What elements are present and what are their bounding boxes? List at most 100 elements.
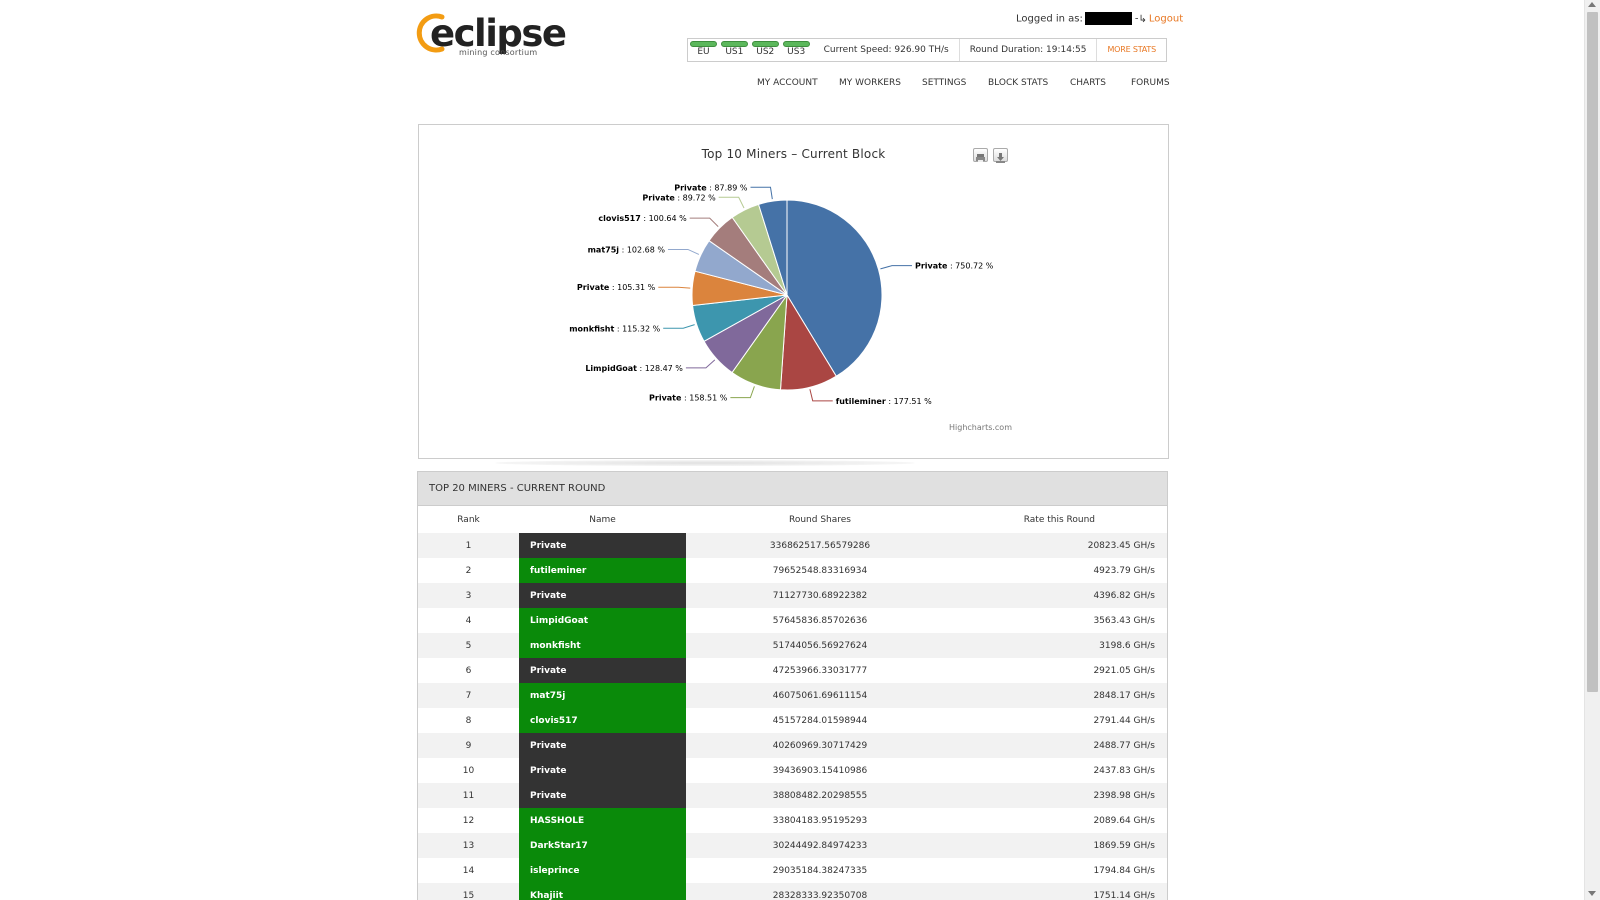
- nav-settings[interactable]: SETTINGS: [922, 78, 967, 88]
- pie-data-label: Private : 89.72 %: [642, 193, 716, 202]
- logo-swoosh-icon: [416, 13, 445, 53]
- miner-name-cell: Private: [519, 658, 686, 683]
- pie-data-label: clovis517 : 100.64 %: [598, 214, 687, 223]
- logo-subtitle: mining consortium: [459, 48, 538, 57]
- pie-label-value: : 750.72 %: [950, 262, 994, 271]
- pie-label-name: mat75j: [588, 245, 620, 254]
- table-row: 13 DarkStar17 30244492.84974233 1869.59 GH/…: [418, 833, 1167, 858]
- rate-cell: 3198.6 GH/s: [954, 633, 1167, 658]
- col-rate-header: Rate this Round: [1023, 514, 1095, 525]
- col-rank-header: Rank: [457, 514, 480, 525]
- round-shares-cell: 30244492.84974233: [686, 833, 954, 858]
- round-duration: Round Duration: 19:14:55: [958, 39, 1097, 61]
- rate-cell: 2848.17 GH/s: [954, 683, 1167, 708]
- chart-credits[interactable]: Highcharts.com: [949, 423, 1012, 432]
- region-eu: EU: [688, 39, 719, 61]
- pie-data-label: Private : 87.89 %: [674, 183, 748, 192]
- nav-charts[interactable]: CHARTS: [1070, 78, 1107, 88]
- table-row: 12 HASSHOLE 33804183.95195293 2089.64 GH/s: [418, 808, 1167, 833]
- rate-cell: 4396.82 GH/s: [954, 583, 1167, 608]
- eclipse-logo[interactable]: eclipse mining consortium: [416, 12, 567, 62]
- miners-table: Rank Name Round Shares Rate this Round 1…: [418, 506, 1167, 900]
- region-status-bar: [690, 41, 717, 47]
- nav-my-workers[interactable]: MY WORKERS: [839, 78, 901, 88]
- nav-forums[interactable]: FORUMS: [1131, 78, 1170, 88]
- rank-cell: 13: [418, 833, 519, 858]
- pie-label-value: : 128.47 %: [640, 364, 684, 373]
- export-chart-button[interactable]: [993, 148, 1008, 163]
- rate-cell: 2791.44 GH/s: [954, 708, 1167, 733]
- table-row: 1 Private 336862517.56579286 20823.45 GH/s: [418, 533, 1167, 558]
- miner-name-cell: monkfisht: [519, 633, 686, 658]
- pie-label-name: LimpidGoat: [585, 364, 637, 373]
- logout-link[interactable]: Logout: [1148, 13, 1184, 25]
- miner-name-cell: HASSHOLE: [519, 808, 686, 833]
- rank-cell: 6: [418, 658, 519, 683]
- round-shares-cell: 40260969.30717429: [686, 733, 954, 758]
- miner-name-cell: Private: [519, 758, 686, 783]
- pie-label-value: : 115.32 %: [617, 324, 661, 333]
- pie-label-connector: [663, 324, 695, 329]
- rate-cell: 2398.98 GH/s: [954, 783, 1167, 808]
- table-row: 2 futileminer 79652548.83316934 4923.79 GH/…: [418, 558, 1167, 583]
- col-shares-header: Round Shares: [789, 514, 851, 525]
- pie-label-connector: [658, 286, 691, 289]
- scroll-down-arrow-icon[interactable]: [1588, 891, 1596, 896]
- more-stats-link[interactable]: MORE STATS: [1096, 39, 1166, 61]
- pool-status-bar: EU US1 US2 US3 Current Speed: 926.90 TH/…: [687, 38, 1167, 62]
- pie-label-name: Private: [577, 283, 610, 292]
- nav-my-account[interactable]: MY ACCOUNT: [757, 78, 818, 88]
- logged-in-label: Logged in as:: [1016, 13, 1083, 25]
- nav-block-stats[interactable]: BLOCK STATS: [988, 78, 1049, 88]
- miners-table-body: 1 Private 336862517.56579286 20823.45 GH/s 2…: [418, 533, 1167, 900]
- print-chart-button[interactable]: [973, 148, 988, 162]
- scroll-up-arrow-icon[interactable]: [1588, 2, 1596, 7]
- pie-label-connector: [880, 265, 912, 270]
- region-status-bar: [782, 41, 810, 47]
- rate-cell: 3563.43 GH/s: [954, 608, 1167, 633]
- round-shares-cell: 29035184.38247335: [686, 858, 954, 883]
- pie-slice[interactable]: [757, 199, 788, 296]
- region-us3: US3: [781, 39, 812, 61]
- region-label: US1: [725, 47, 744, 57]
- pie-slice[interactable]: [786, 199, 883, 377]
- miner-name-cell: mat75j: [519, 683, 686, 708]
- current-speed: Current Speed: 926.90 TH/s: [823, 45, 949, 55]
- col-name-header: Name: [589, 514, 616, 525]
- rate-cell: 1794.84 GH/s: [954, 858, 1167, 883]
- miner-name-cell: futileminer: [519, 558, 686, 583]
- top-miners-chart-panel: Top 10 Miners – Current Block Private : …: [418, 124, 1169, 459]
- table-row: 8 clovis517 45157284.01598944 2791.44 GH/s: [418, 708, 1167, 733]
- pie-label-value: : 89.72 %: [677, 193, 716, 202]
- pie-data-label: futileminer : 177.51 %: [836, 397, 932, 406]
- rank-cell: 12: [418, 808, 519, 833]
- pie-label-connector: [809, 389, 833, 402]
- miner-name-cell: Khajiit: [519, 883, 686, 900]
- rank-cell: 9: [418, 733, 519, 758]
- pie-label-name: monkfisht: [569, 324, 614, 333]
- round-shares-cell: 45157284.01598944: [686, 708, 954, 733]
- scrollbar-thumb[interactable]: [1587, 12, 1598, 692]
- round-shares-cell: 79652548.83316934: [686, 558, 954, 583]
- rank-cell: 4: [418, 608, 519, 633]
- logout-icon[interactable]: ↳: [1138, 13, 1147, 25]
- rate-cell: 1869.59 GH/s: [954, 833, 1167, 858]
- pie-data-label: monkfisht : 115.32 %: [569, 324, 660, 333]
- pie-label-value: : 100.64 %: [643, 214, 687, 223]
- pie-label-connector: [689, 217, 719, 227]
- miner-name-cell: LimpidGoat: [519, 608, 686, 633]
- pie-label-value: : 158.51 %: [684, 394, 728, 403]
- vertical-scrollbar[interactable]: [1584, 0, 1600, 900]
- region-status-bar: [720, 41, 748, 47]
- region-us1: US1: [719, 39, 750, 61]
- pie-data-label: mat75j : 102.68 %: [588, 245, 666, 254]
- miner-name-cell: isleprince: [519, 858, 686, 883]
- table-row: 9 Private 40260969.30717429 2488.77 GH/s: [418, 733, 1167, 758]
- rank-cell: 8: [418, 708, 519, 733]
- rate-cell: 2921.05 GH/s: [954, 658, 1167, 683]
- round-shares-cell: 38808482.20298555: [686, 783, 954, 808]
- round-shares-cell: 39436903.15410986: [686, 758, 954, 783]
- table-row: 6 Private 47253966.33031777 2921.05 GH/s: [418, 658, 1167, 683]
- region-us2: US2: [750, 39, 781, 61]
- region-label: US3: [787, 47, 806, 57]
